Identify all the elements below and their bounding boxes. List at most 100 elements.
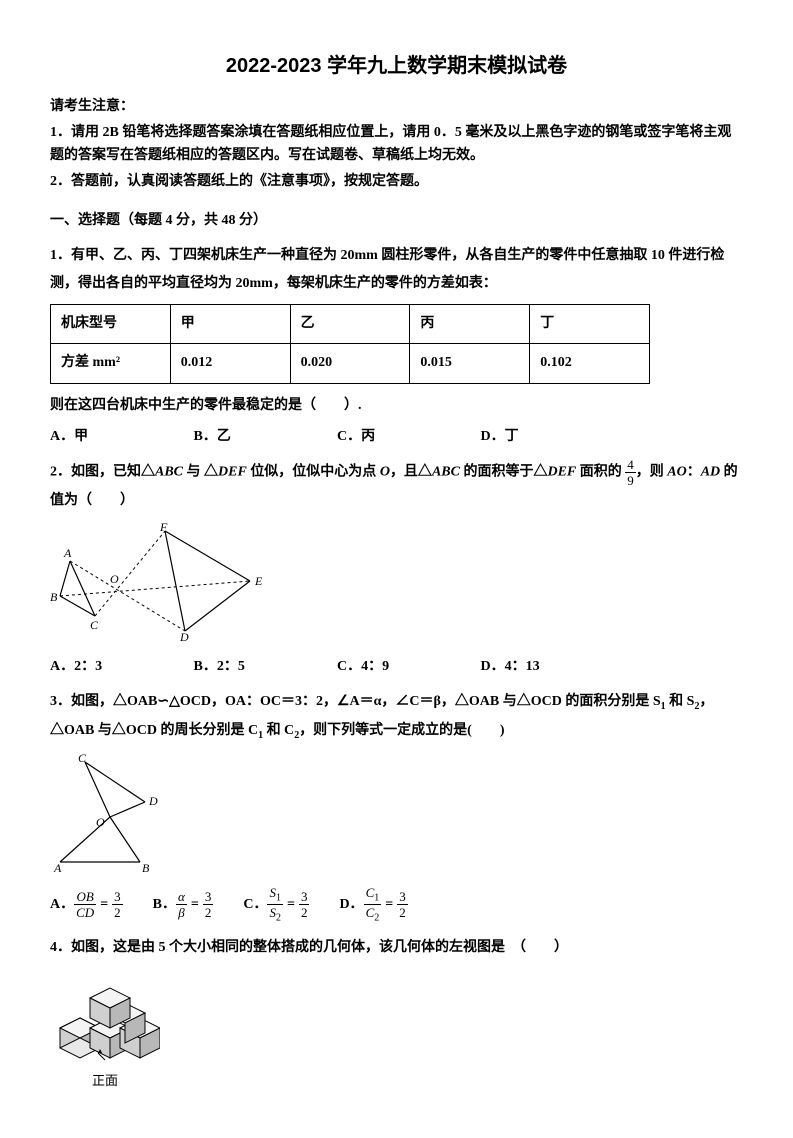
label-a: A (63, 546, 72, 560)
q2-mid3: ，且△ (390, 465, 432, 480)
q4-front-label: 正面 (50, 1071, 160, 1092)
cell-val-jia: 0.012 (170, 344, 290, 383)
q1-opt-a: A．甲 (50, 426, 190, 448)
q3-d: 和 C (263, 723, 294, 738)
q2-opt-b: B．2：5 (194, 656, 334, 678)
q3C-rhs-num: 3 (299, 890, 310, 905)
q3D-lhs-num-pre: C (366, 885, 375, 900)
cell-ding: 丁 (530, 304, 650, 343)
cell-model-header: 机床型号 (51, 304, 171, 343)
q3A-rhs: 3 2 (112, 890, 123, 919)
q2-def2: DEF (547, 465, 576, 480)
q2-stem: 2．如图，已知△ABC 与 △DEF 位似，位似中心为点 O，且△ABC 的面积… (50, 458, 743, 515)
eq-icon: = (96, 894, 112, 916)
page-title: 2022-2023 学年九上数学期末模拟试卷 (50, 50, 743, 82)
q3-stem: 3．如图，△OAB∽△OCD，OA：OC＝3：2，∠A＝α，∠C＝β，△OAB … (50, 688, 743, 746)
q3B-prefix: B． (153, 894, 176, 916)
q2-frac-num: 4 (625, 458, 636, 473)
q2-def: DEF (218, 465, 247, 480)
q3C-lhs: S1 S2 (267, 886, 283, 924)
q3A-lhs-num: OB (74, 890, 96, 905)
q4-figure: 正面 (50, 968, 160, 1092)
q3A-prefix: A． (50, 894, 74, 916)
q3D-lhs-den-sub: 2 (374, 913, 379, 924)
q2-frac-den: 9 (625, 473, 636, 487)
q2-mid6: ，则 (636, 465, 668, 480)
q3-opt-b: B． α β = 3 2 (153, 890, 214, 919)
label-e: E (254, 574, 263, 588)
q2-opt-d: D．4：13 (481, 656, 621, 678)
q2-o: O (380, 465, 390, 480)
q3A-lhs-den: CD (74, 905, 96, 919)
notice-header: 请考生注意： (50, 96, 743, 118)
q1-tail: 则在这四台机床中生产的零件最稳定的是（ ）. (50, 392, 743, 420)
q3B-rhs-den: 2 (203, 905, 214, 919)
cell-jia: 甲 (170, 304, 290, 343)
q1-options: A．甲 B．乙 C．丙 D．丁 (50, 426, 743, 448)
q3D-rhs: 3 2 (397, 890, 408, 919)
q3-a: 3．如图，△OAB∽△OCD，OA：OC＝3：2，∠A＝α，∠C＝β，△OAB … (50, 694, 661, 709)
q2-mid5: 面积的 (576, 465, 625, 480)
q3-e: ，则下列等式一定成立的是( ) (299, 723, 504, 738)
q3-opt-a: A． OB CD = 3 2 (50, 890, 123, 919)
q3B-lhs-num: α (176, 890, 187, 905)
q3-b: 和 S (666, 694, 695, 709)
q2-pre: 2．如图，已知△ (50, 465, 155, 480)
q3-options: A． OB CD = 3 2 B． α β = 3 2 (50, 886, 743, 924)
q4-stem: 4．如图，这是由 5 个大小相同的整体搭成的几何体，该几何体的左视图是 （ ） (50, 934, 743, 962)
q3-label-c: C (78, 752, 87, 765)
q3C-rhs: 3 2 (299, 890, 310, 919)
eq-icon: = (283, 894, 299, 916)
label-o: O (110, 572, 119, 586)
eq-icon: = (381, 894, 397, 916)
q3A-lhs: OB CD (74, 890, 96, 919)
label-c: C (90, 618, 99, 632)
q3-label-b: B (142, 861, 150, 872)
q1-table: 机床型号 甲 乙 丙 丁 方差 mm² 0.012 0.020 0.015 0.… (50, 304, 650, 384)
q3D-lhs-num: C1 (364, 886, 382, 906)
q3C-lhs-num-sub: 1 (276, 892, 281, 903)
q2-abc: ABC (155, 465, 183, 480)
cell-bing: 丙 (410, 304, 530, 343)
q3B-lhs-den: β (176, 905, 187, 919)
table-row: 机床型号 甲 乙 丙 丁 (51, 304, 650, 343)
q3D-rhs-num: 3 (397, 890, 408, 905)
q3-label-d: D (148, 794, 158, 808)
q1-opt-b: B．乙 (194, 426, 334, 448)
eq-icon: = (187, 894, 203, 916)
q1-opt-d: D．丁 (481, 426, 621, 448)
q3C-lhs-den-sub: 2 (276, 913, 281, 924)
notice-1: 1．请用 2B 铅笔将选择题答案涂填在答题纸相应位置上，请用 0．5 毫米及以上… (50, 122, 743, 167)
q3C-lhs-den: S2 (267, 905, 283, 924)
cell-yi: 乙 (290, 304, 410, 343)
q2-opt-c: C．4：9 (337, 656, 477, 678)
q3C-lhs-num: S1 (267, 886, 283, 906)
q3D-prefix: D． (339, 894, 363, 916)
q3-svg: A B C D O (50, 752, 180, 872)
q2-ad: AD (701, 465, 720, 480)
cell-val-bing: 0.015 (410, 344, 530, 383)
q4-svg (50, 968, 160, 1063)
q2-mid4: 的面积等于△ (460, 465, 548, 480)
label-b: B (50, 590, 58, 604)
q2-mid1: 与 △ (183, 465, 218, 480)
q2-colon: ： (687, 465, 701, 480)
q3D-rhs-den: 2 (397, 905, 408, 919)
q1-opt-c: C．丙 (337, 426, 477, 448)
q3C-rhs-den: 2 (299, 905, 310, 919)
table-row: 方差 mm² 0.012 0.020 0.015 0.102 (51, 344, 650, 383)
q3C-prefix: C． (243, 894, 267, 916)
q2-svg: A B C D E F O (50, 521, 270, 641)
q2-mid2: 位似，位似中心为点 (247, 465, 380, 480)
q2-opt-a: A．2：3 (50, 656, 190, 678)
q3B-rhs: 3 2 (203, 890, 214, 919)
q3A-rhs-den: 2 (112, 905, 123, 919)
q2-figure: A B C D E F O (50, 521, 743, 649)
section-1-header: 一、选择题（每题 4 分，共 48 分） (50, 210, 743, 232)
q3D-lhs-den: C2 (364, 905, 382, 924)
notice-2: 2．答题前，认真阅读答题纸上的《注意事项》，按规定答题。 (50, 171, 743, 193)
q2-options: A．2：3 B．2：5 C．4：9 D．4：13 (50, 656, 743, 678)
label-d: D (179, 630, 189, 641)
label-f: F (159, 521, 168, 534)
exam-page: 2022-2023 学年九上数学期末模拟试卷 请考生注意： 1．请用 2B 铅笔… (0, 0, 793, 1138)
